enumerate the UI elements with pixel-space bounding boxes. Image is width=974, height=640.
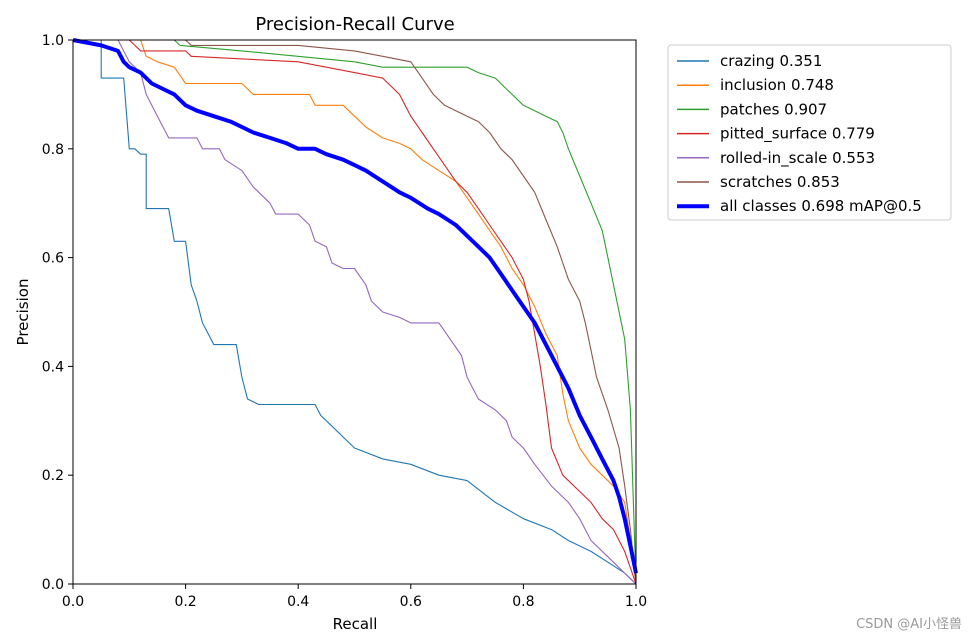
series-line-0 [73,39,637,585]
x-tick-label-4: 0.8 [512,594,534,610]
legend-box [667,44,952,221]
plot-frame [72,39,637,585]
x-tick-label-0: 0.0 [62,594,84,610]
x-tick-label-5: 1.0 [625,594,647,610]
x-tick-label-2: 0.4 [287,594,309,610]
y-axis: 0.0 0.2 0.4 0.6 0.8 1.0 [42,33,73,593]
x-tick-label-1: 0.2 [174,594,196,610]
x-tick-label-3: 0.6 [400,594,422,610]
x-axis-label: Recall [333,615,378,633]
legend-label-1: inclusion 0.748 [720,76,834,94]
legend-label-5: scratches 0.853 [720,173,840,191]
series-line-5 [73,39,637,585]
x-axis: 0.0 0.2 0.4 0.6 0.8 1.0 [62,584,647,610]
chart-title: Precision-Recall Curve [255,14,454,35]
y-tick-label-5: 1.0 [42,33,64,49]
y-axis-label: Precision [14,279,32,346]
legend-label-3: pitted_surface 0.779 [720,125,875,144]
watermark-text: CSDN @AI小怪兽 [856,617,962,632]
series-line-6 [72,38,638,574]
y-tick-label-2: 0.4 [42,359,64,375]
legend: crazing 0.351 inclusion 0.748 patches 0.90… [667,44,952,221]
legend-label-4: rolled-in_scale 0.553 [720,149,875,168]
legend-label-2: patches 0.907 [720,100,827,118]
legend-label-6: all classes 0.698 mAP@0.5 [720,197,922,215]
y-tick-label-4: 0.8 [42,142,64,158]
legend-label-0: crazing 0.351 [720,52,822,70]
series-group [72,38,638,585]
y-tick-label-1: 0.2 [42,468,64,484]
y-tick-label-3: 0.6 [42,251,64,267]
y-tick-label-0: 0.0 [42,577,64,593]
series-line-2 [73,39,637,585]
series-line-4 [73,39,637,585]
series-line-3 [73,39,637,585]
series-line-1 [73,39,637,585]
